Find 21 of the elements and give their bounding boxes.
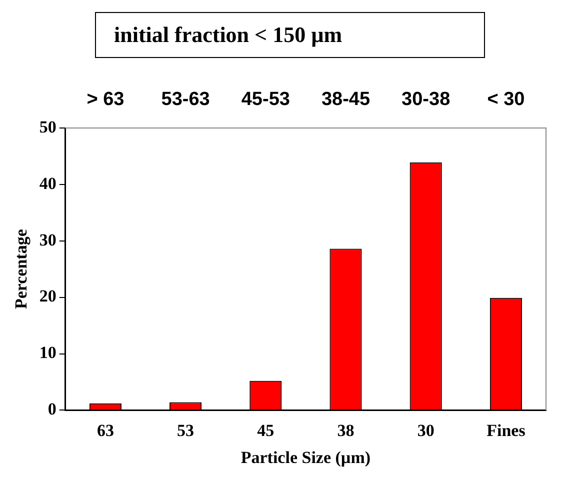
x-tick-label: 38 bbox=[337, 420, 354, 440]
text: > 63 bbox=[86, 89, 124, 110]
text: 53-63 bbox=[161, 89, 210, 110]
x-tick-label: 53 bbox=[177, 420, 194, 440]
y-tick-label: 20 bbox=[39, 286, 56, 306]
x-tick-label: Fines bbox=[486, 420, 526, 440]
text: 45-53 bbox=[241, 89, 290, 110]
y-tick-label: 30 bbox=[39, 230, 56, 250]
text: 38-45 bbox=[321, 89, 370, 110]
x-tick-label: 30 bbox=[417, 420, 434, 440]
chart-title: initial fraction < 150 µm bbox=[95, 12, 485, 58]
y-tick-label: 0 bbox=[48, 400, 56, 419]
y-tick-label: 10 bbox=[39, 343, 56, 362]
text: 30-38 bbox=[402, 89, 450, 110]
y-tick-label: 50 bbox=[39, 117, 56, 136]
y-axis-title: Percentage bbox=[12, 228, 31, 310]
x-axis-title: Particle Size (µm) bbox=[240, 448, 371, 468]
text: < 30 bbox=[487, 89, 525, 110]
y-tick-label: 40 bbox=[39, 174, 56, 193]
x-tick-label: 45 bbox=[257, 420, 274, 440]
x-tick-label: 63 bbox=[96, 420, 114, 440]
